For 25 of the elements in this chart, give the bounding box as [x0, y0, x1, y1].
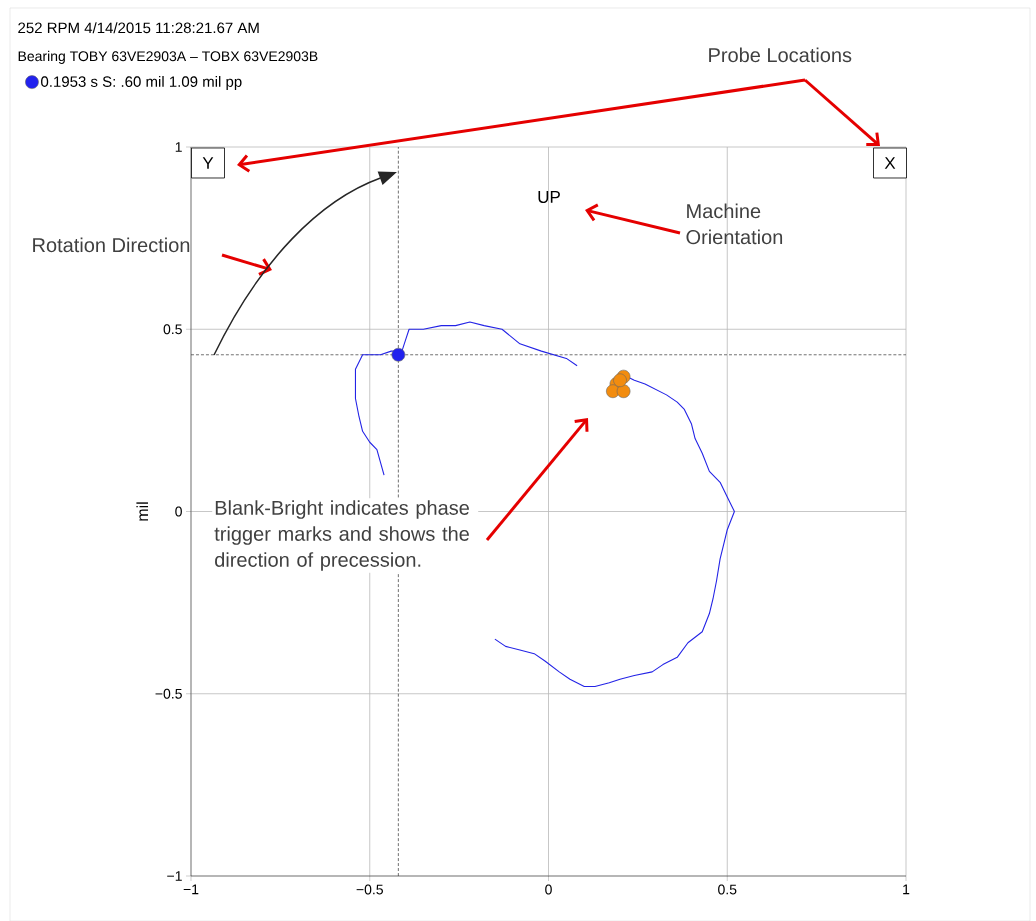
chart-subtitle: Bearing TOBY 63VE2903A – TOBX 63VE2903B [18, 50, 318, 64]
y-tick-label: −1 [167, 871, 182, 881]
annotation: UP [538, 190, 560, 203]
legend-label: 0.1953 s S: .60 mil 1.09 mil pp [41, 75, 242, 90]
x-tick-label: −0.5 [356, 884, 383, 895]
text: Probe Locations [709, 47, 852, 63]
annotation: Y [202, 157, 214, 169]
point [616, 384, 631, 398]
x-tick-label: 1 [903, 884, 910, 895]
x-tick-label: 0 [545, 884, 552, 895]
y-tick-label: 0.5 [163, 324, 182, 335]
annotation: Blank-Bright indicates phase trigger marks and shows the direction of precession. [214, 500, 469, 571]
annotation: Machine Orientation [686, 203, 783, 245]
point [391, 347, 406, 362]
text: Rotation Direction [33, 237, 190, 253]
y-tick-label: 0 [175, 506, 182, 517]
point [613, 373, 627, 387]
x-tick-label: 0.5 [718, 884, 737, 895]
y-axis-title: mil [136, 502, 149, 521]
annotation: X [884, 157, 896, 169]
y-tick-label: 1 [175, 142, 182, 152]
point [606, 384, 620, 398]
chart-title: 252 RPM 4/14/2015 11:28:21.67 AM [18, 22, 259, 34]
y-tick-label: −0.5 [155, 688, 182, 699]
x-tick-label: −1 [183, 884, 199, 895]
